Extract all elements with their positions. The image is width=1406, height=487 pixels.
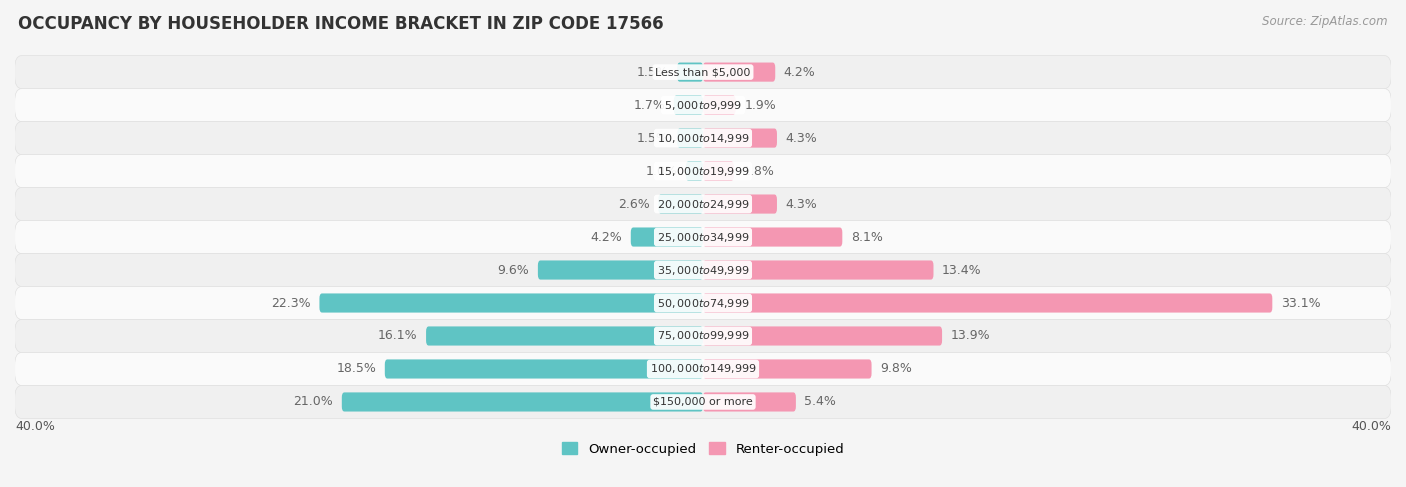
Text: $20,000 to $24,999: $20,000 to $24,999 (657, 198, 749, 210)
FancyBboxPatch shape (342, 393, 703, 412)
FancyBboxPatch shape (686, 162, 703, 181)
Text: 22.3%: 22.3% (271, 297, 311, 310)
FancyBboxPatch shape (14, 319, 1392, 353)
FancyBboxPatch shape (703, 261, 934, 280)
FancyBboxPatch shape (673, 95, 703, 114)
Text: $10,000 to $14,999: $10,000 to $14,999 (657, 131, 749, 145)
FancyBboxPatch shape (703, 129, 778, 148)
Text: 9.8%: 9.8% (880, 362, 912, 375)
Text: $75,000 to $99,999: $75,000 to $99,999 (657, 330, 749, 342)
FancyBboxPatch shape (426, 326, 703, 346)
FancyBboxPatch shape (385, 359, 703, 378)
Text: 4.2%: 4.2% (783, 66, 815, 78)
Text: $100,000 to $149,999: $100,000 to $149,999 (650, 362, 756, 375)
Text: 8.1%: 8.1% (851, 230, 883, 244)
FancyBboxPatch shape (14, 286, 1392, 319)
FancyBboxPatch shape (703, 393, 796, 412)
FancyBboxPatch shape (14, 154, 1392, 187)
Text: 40.0%: 40.0% (1351, 420, 1391, 433)
FancyBboxPatch shape (703, 326, 942, 346)
Text: 4.3%: 4.3% (786, 131, 817, 145)
FancyBboxPatch shape (703, 62, 775, 82)
Text: 18.5%: 18.5% (336, 362, 377, 375)
FancyBboxPatch shape (14, 353, 1392, 386)
FancyBboxPatch shape (14, 187, 1392, 221)
Legend: Owner-occupied, Renter-occupied: Owner-occupied, Renter-occupied (557, 437, 849, 461)
FancyBboxPatch shape (14, 221, 1392, 254)
FancyBboxPatch shape (631, 227, 703, 246)
Text: $150,000 or more: $150,000 or more (654, 397, 752, 407)
Text: 1.7%: 1.7% (633, 98, 665, 112)
FancyBboxPatch shape (703, 294, 1272, 313)
FancyBboxPatch shape (703, 95, 735, 114)
FancyBboxPatch shape (14, 89, 1392, 122)
FancyBboxPatch shape (319, 294, 703, 313)
FancyBboxPatch shape (703, 359, 872, 378)
Text: $15,000 to $19,999: $15,000 to $19,999 (657, 165, 749, 178)
Text: $25,000 to $34,999: $25,000 to $34,999 (657, 230, 749, 244)
FancyBboxPatch shape (14, 386, 1392, 418)
Text: Source: ZipAtlas.com: Source: ZipAtlas.com (1263, 15, 1388, 28)
FancyBboxPatch shape (14, 254, 1392, 286)
FancyBboxPatch shape (14, 122, 1392, 154)
FancyBboxPatch shape (703, 162, 734, 181)
Text: $35,000 to $49,999: $35,000 to $49,999 (657, 263, 749, 277)
Text: $50,000 to $74,999: $50,000 to $74,999 (657, 297, 749, 310)
Text: 40.0%: 40.0% (15, 420, 55, 433)
FancyBboxPatch shape (678, 129, 703, 148)
Text: 1.9%: 1.9% (744, 98, 776, 112)
Text: 1.0%: 1.0% (645, 165, 678, 178)
Text: 1.5%: 1.5% (637, 66, 669, 78)
Text: 33.1%: 33.1% (1281, 297, 1320, 310)
FancyBboxPatch shape (678, 62, 703, 82)
Text: 13.4%: 13.4% (942, 263, 981, 277)
Text: OCCUPANCY BY HOUSEHOLDER INCOME BRACKET IN ZIP CODE 17566: OCCUPANCY BY HOUSEHOLDER INCOME BRACKET … (18, 15, 664, 33)
FancyBboxPatch shape (658, 194, 703, 214)
Text: 16.1%: 16.1% (378, 330, 418, 342)
Text: Less than $5,000: Less than $5,000 (655, 67, 751, 77)
FancyBboxPatch shape (538, 261, 703, 280)
Text: 4.2%: 4.2% (591, 230, 623, 244)
FancyBboxPatch shape (703, 194, 778, 214)
Text: 13.9%: 13.9% (950, 330, 990, 342)
FancyBboxPatch shape (14, 56, 1392, 89)
Text: 1.8%: 1.8% (742, 165, 775, 178)
Text: 2.6%: 2.6% (617, 198, 650, 210)
Text: 21.0%: 21.0% (294, 395, 333, 409)
FancyBboxPatch shape (703, 227, 842, 246)
Text: 1.5%: 1.5% (637, 131, 669, 145)
Text: 4.3%: 4.3% (786, 198, 817, 210)
Text: $5,000 to $9,999: $5,000 to $9,999 (664, 98, 742, 112)
Text: 9.6%: 9.6% (498, 263, 529, 277)
Text: 5.4%: 5.4% (804, 395, 837, 409)
